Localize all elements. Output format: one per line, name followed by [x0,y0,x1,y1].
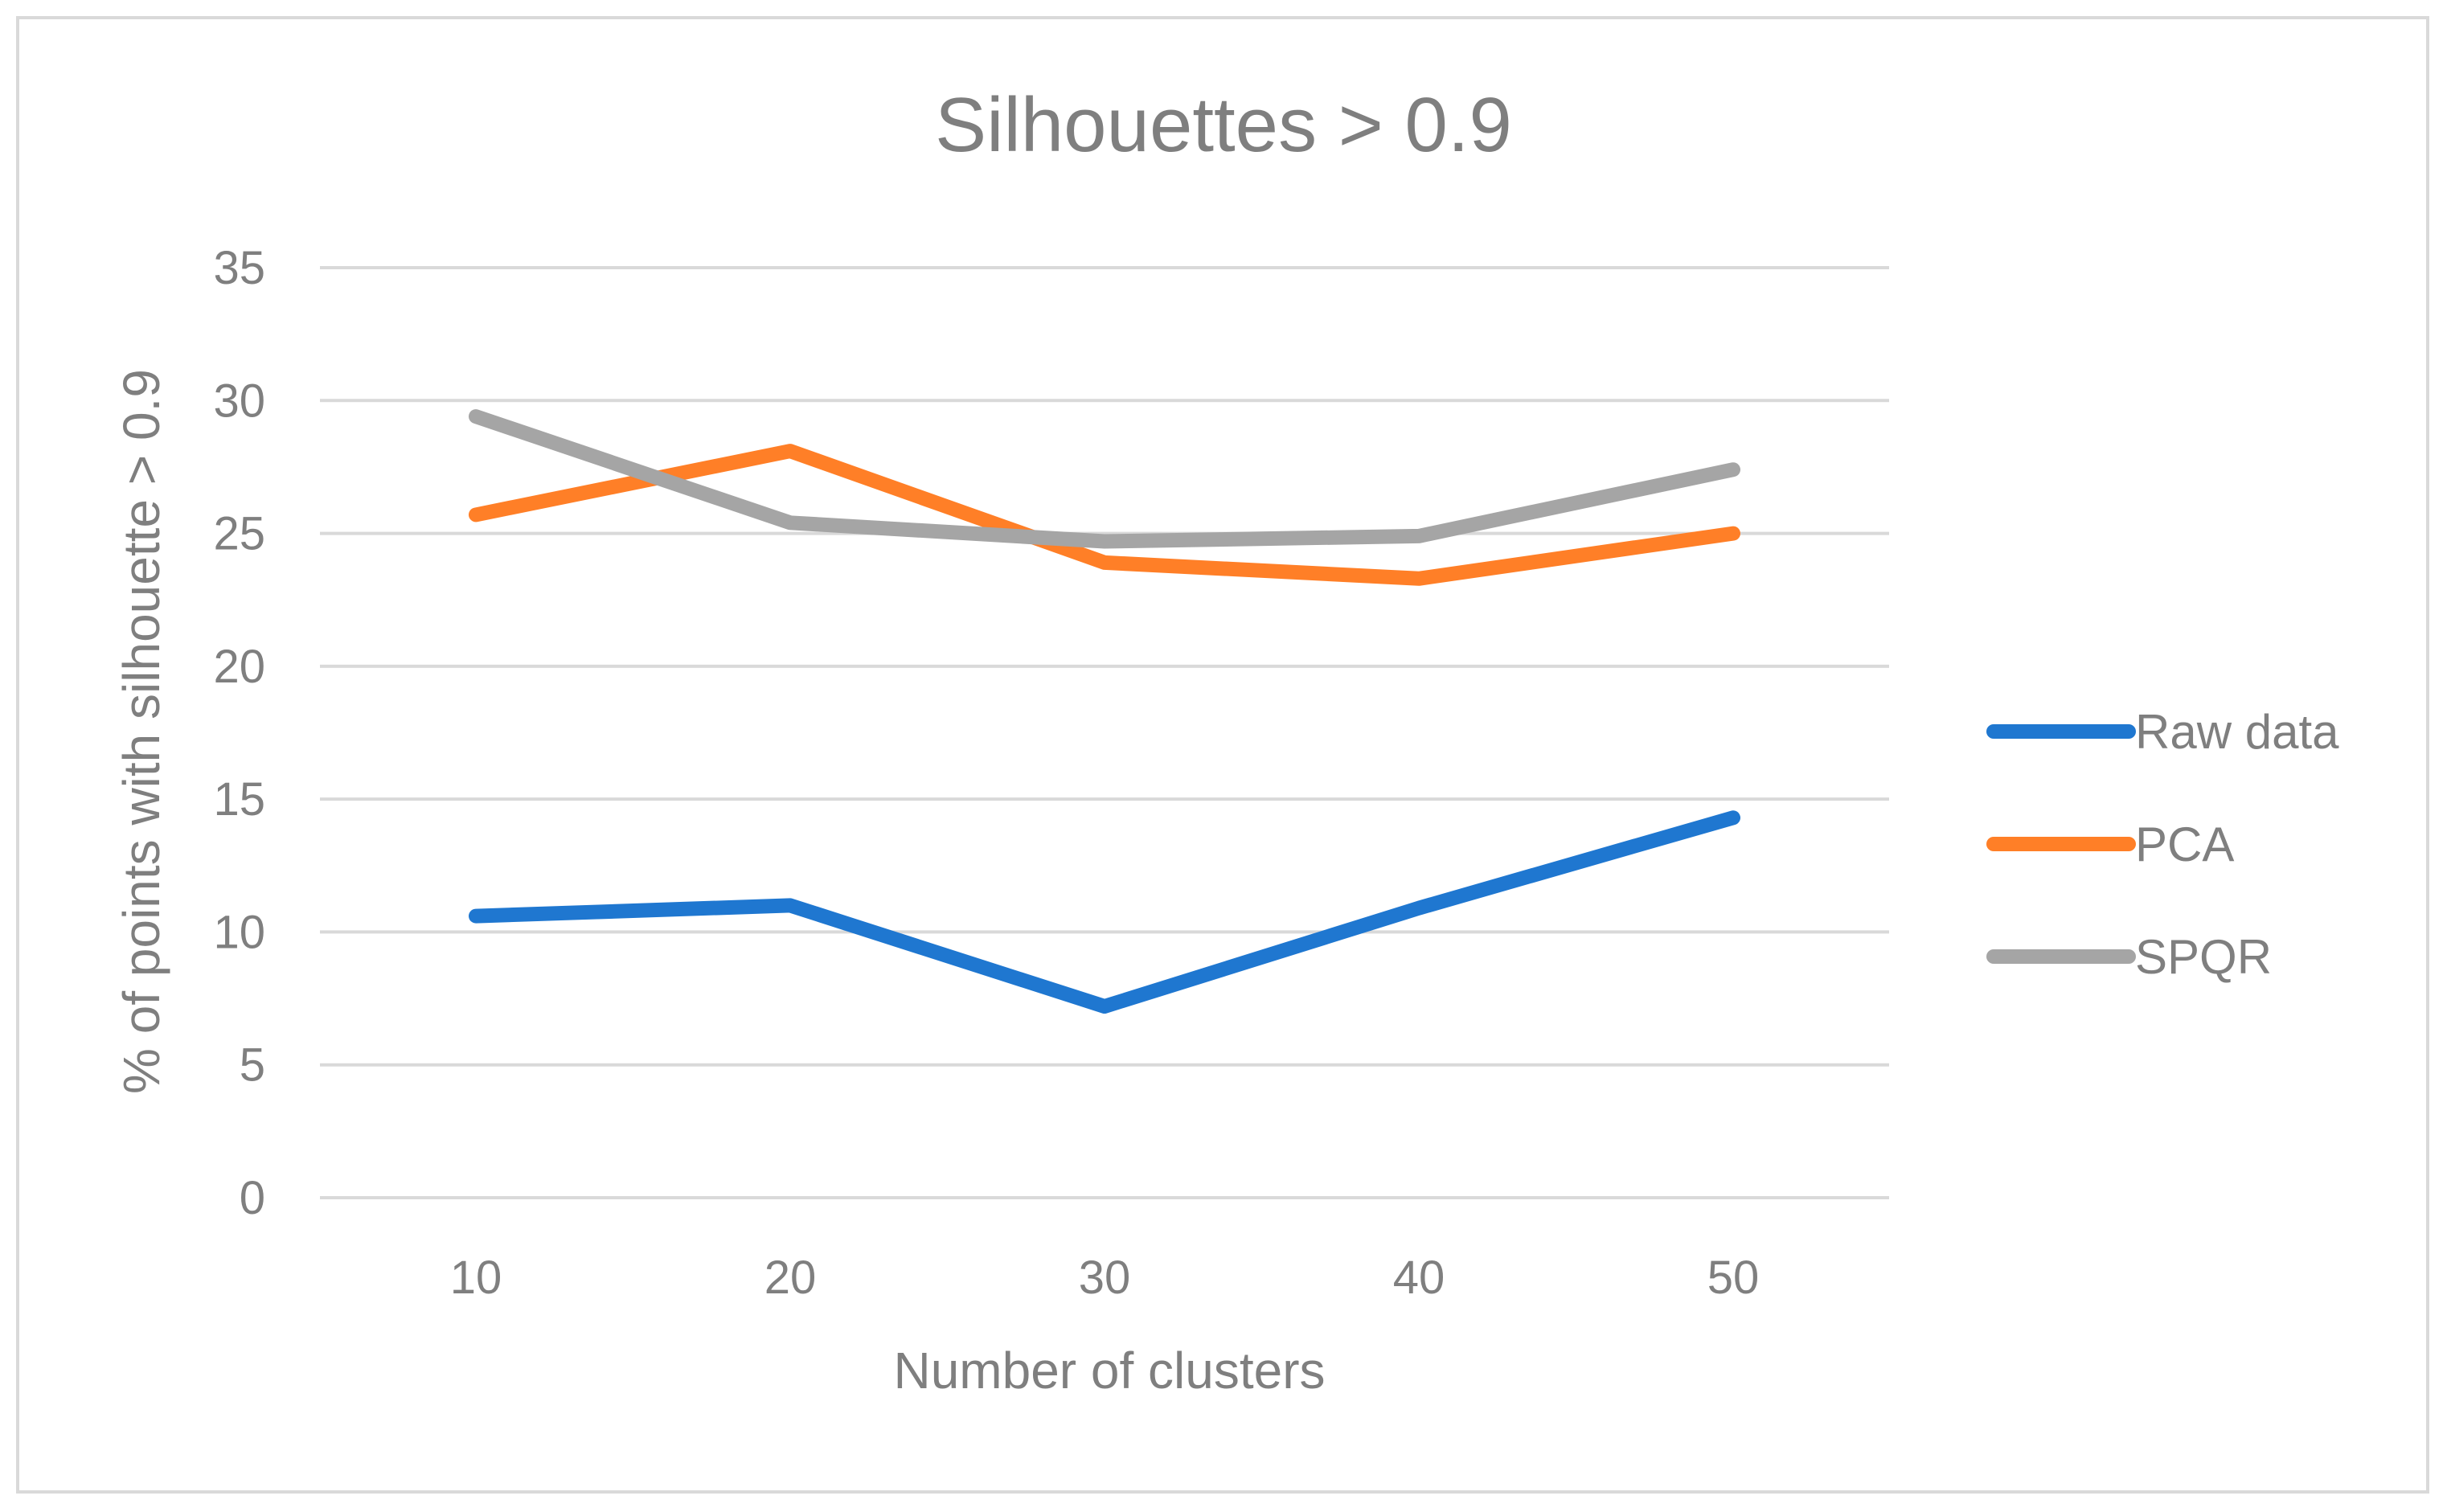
y-axis-ticks: 0 5 10 15 20 25 30 35 [213,242,265,1224]
legend-label-pca: PCA [2135,817,2234,871]
y-tick-label: 35 [213,242,265,294]
series-line-spqr [469,409,1740,549]
series-lines [469,409,1740,1014]
y-tick-label: 0 [240,1172,265,1224]
y-tick-label: 5 [240,1039,265,1092]
chart-title: Silhouettes > 0.9 [935,82,1512,168]
legend: Raw data PCA SPQR [1986,705,2339,984]
x-tick-label: 40 [1393,1252,1445,1304]
y-tick-label: 15 [213,773,265,826]
legend-label-raw-data: Raw data [2135,705,2339,759]
gridlines [320,266,1889,1199]
y-tick-label: 10 [213,906,265,958]
y-axis-label: % of points with silhouette > 0.9 [113,369,170,1094]
y-tick-label: 25 [213,508,265,560]
x-tick-label: 30 [1079,1252,1131,1304]
legend-label-spqr: SPQR [2135,930,2272,984]
y-tick-label: 30 [213,375,265,427]
x-axis-ticks: 10 20 30 40 50 [450,1252,1760,1304]
x-axis-label: Number of clusters [893,1342,1325,1399]
series-line-raw-data [469,810,1740,1014]
y-tick-label: 20 [213,641,265,693]
x-tick-label: 20 [764,1252,817,1304]
x-tick-label: 50 [1707,1252,1760,1304]
x-tick-label: 10 [450,1252,502,1304]
chart-frame [16,16,2429,1494]
